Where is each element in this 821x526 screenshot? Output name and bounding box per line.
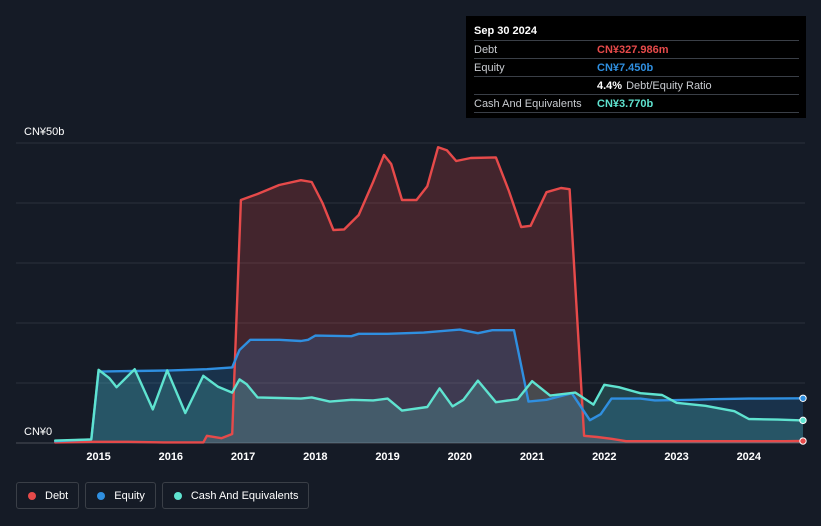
- legend-dot-icon: [28, 491, 36, 500]
- series-end-markers: [799, 394, 807, 445]
- x-tick-label: 2022: [592, 451, 616, 463]
- x-tick-label: 2017: [231, 451, 255, 463]
- tooltip-value: CN¥3.770b: [597, 97, 654, 110]
- line-debt: [54, 146, 805, 444]
- end-marker-cash-and-equivalents: [799, 416, 807, 425]
- legend-item-debt[interactable]: Debt: [16, 482, 80, 509]
- legend-label: Cash And Equivalents: [190, 489, 299, 502]
- tooltip-label: Equity: [474, 61, 505, 74]
- tooltip-label: Debt: [474, 43, 498, 56]
- data-tooltip: Sep 30 2024 Debt CN¥327.986m Equity CN¥7…: [466, 16, 806, 118]
- area-equity: [55, 329, 803, 443]
- legend-dot-icon: [97, 491, 106, 500]
- x-tick-label: 2020: [448, 451, 472, 463]
- tooltip-row-cash: Cash And Equivalents CN¥3.770b: [474, 94, 799, 113]
- legend-label: Equity: [114, 489, 145, 502]
- tooltip-label: Cash And Equivalents: [474, 97, 582, 110]
- x-tick-label: 2015: [86, 451, 110, 463]
- tooltip-value: CN¥327.986m: [597, 43, 669, 56]
- x-tick-label: 2016: [159, 451, 183, 463]
- tooltip-date: Sep 30 2024: [474, 25, 537, 37]
- area-debt: [55, 147, 803, 443]
- tooltip-row-ratio: 4.4% Debt/Equity Ratio: [474, 76, 799, 94]
- tooltip-ratio-caption: Debt/Equity Ratio: [626, 79, 712, 92]
- x-tick-label: 2023: [664, 451, 688, 463]
- y-axis-top-label: CN¥50b: [24, 126, 64, 138]
- tooltip-value: CN¥7.450b: [597, 61, 654, 74]
- chart-legend: Debt Equity Cash And Equivalents: [16, 482, 310, 509]
- line-cash-and-equivalents: [54, 368, 805, 442]
- x-tick-label: 2018: [303, 451, 327, 463]
- x-tick-label: 2021: [520, 451, 544, 463]
- legend-item-equity[interactable]: Equity: [85, 482, 156, 509]
- x-axis-ticks: 2015 2016 2017 2018 2019 2020 2021 2022 2023 2024: [86, 451, 762, 463]
- tooltip-row-equity: Equity CN¥7.450b: [474, 58, 799, 76]
- x-tick-label: 2024: [737, 451, 762, 463]
- legend-label: Debt: [45, 489, 69, 502]
- chart-lines: [54, 146, 805, 444]
- legend-item-cash[interactable]: Cash And Equivalents: [161, 482, 310, 509]
- end-marker-debt: [799, 437, 807, 445]
- tooltip-value: 4.4%: [597, 79, 623, 92]
- chart-gridlines: [16, 142, 805, 444]
- x-tick-label: 2019: [375, 451, 399, 463]
- end-marker-equity: [799, 394, 807, 402]
- y-axis-bottom-label: CN¥0: [24, 426, 52, 438]
- line-equity: [54, 328, 805, 443]
- legend-dot-icon: [173, 491, 182, 500]
- tooltip-row-debt: Debt CN¥327.986m: [474, 40, 799, 58]
